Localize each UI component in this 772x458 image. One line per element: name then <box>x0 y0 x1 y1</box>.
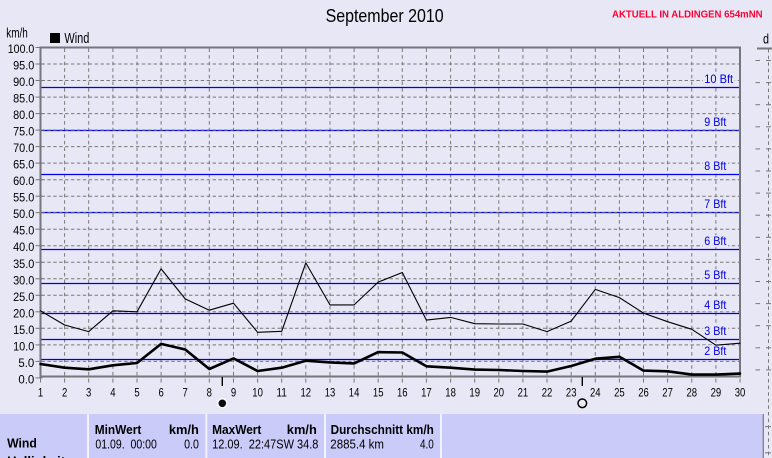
svg-text:Helligkeit: Helligkeit <box>7 453 66 458</box>
svg-text:90.0: 90.0 <box>13 75 34 89</box>
svg-text:55.0: 55.0 <box>13 191 34 205</box>
svg-text:75.0: 75.0 <box>13 125 34 139</box>
svg-text:MaxWert: MaxWert <box>212 422 262 437</box>
svg-text:6: 6 <box>158 386 164 400</box>
svg-text:12: 12 <box>301 386 312 400</box>
svg-text:6 Bft: 6 Bft <box>704 234 727 248</box>
svg-text:0.0: 0.0 <box>184 436 199 451</box>
svg-text:10 Bft: 10 Bft <box>704 72 733 86</box>
svg-text:60.0: 60.0 <box>13 174 34 188</box>
svg-text:5 Bft: 5 Bft <box>704 268 727 282</box>
svg-text:7 Bft: 7 Bft <box>704 197 727 211</box>
svg-text:95.0: 95.0 <box>13 59 34 73</box>
svg-text:16: 16 <box>397 386 408 400</box>
svg-text:Wind: Wind <box>7 436 37 451</box>
svg-text:7: 7 <box>183 386 189 400</box>
svg-text:01.09. 00:00: 01.09. 00:00 <box>95 436 157 451</box>
svg-text:15.0: 15.0 <box>13 323 34 337</box>
svg-text:21: 21 <box>518 386 529 400</box>
svg-text:27: 27 <box>662 386 673 400</box>
svg-text:19: 19 <box>469 386 480 400</box>
svg-text:11: 11 <box>276 386 287 400</box>
svg-text:km/h: km/h <box>6 26 28 41</box>
svg-text:25: 25 <box>614 386 625 400</box>
svg-text:Durchschnitt km/h: Durchschnitt km/h <box>331 422 434 437</box>
svg-text:14: 14 <box>349 386 360 400</box>
svg-text:8: 8 <box>207 386 213 400</box>
svg-text:13: 13 <box>325 386 336 400</box>
svg-text:MinWert: MinWert <box>95 422 142 437</box>
svg-text:80.0: 80.0 <box>13 108 34 122</box>
svg-text:2885.4 km: 2885.4 km <box>330 436 384 451</box>
svg-text:30.0: 30.0 <box>13 273 34 287</box>
svg-text:12.09. 22:47SW 34.8: 12.09. 22:47SW 34.8 <box>212 436 318 451</box>
svg-text:3: 3 <box>86 386 92 400</box>
svg-text:45.0: 45.0 <box>13 224 34 238</box>
svg-text:0.0: 0.0 <box>18 372 34 386</box>
svg-text:40.0: 40.0 <box>13 240 34 254</box>
svg-text:Wind: Wind <box>64 30 89 47</box>
svg-text:2 Bft: 2 Bft <box>704 344 727 358</box>
svg-text:4: 4 <box>110 386 116 400</box>
svg-text:9: 9 <box>231 386 237 400</box>
svg-text:15: 15 <box>373 386 384 400</box>
svg-text:26: 26 <box>638 386 649 400</box>
svg-text:1: 1 <box>38 386 44 400</box>
svg-text:5: 5 <box>134 386 140 400</box>
svg-text:10.0: 10.0 <box>13 339 34 353</box>
svg-text:km/h: km/h <box>169 422 199 437</box>
svg-text:25.0: 25.0 <box>13 290 34 304</box>
svg-text:85.0: 85.0 <box>13 92 34 106</box>
svg-text:2: 2 <box>62 386 68 400</box>
svg-text:29: 29 <box>711 386 722 400</box>
svg-text:d: d <box>763 32 769 47</box>
svg-text:September 2010: September 2010 <box>326 6 444 26</box>
svg-text:35.0: 35.0 <box>13 257 34 271</box>
svg-text:50.0: 50.0 <box>13 207 34 221</box>
svg-text:4 Bft: 4 Bft <box>704 298 727 312</box>
svg-text:4.0: 4.0 <box>420 436 434 451</box>
svg-text:8 Bft: 8 Bft <box>704 159 727 173</box>
svg-text:5.0: 5.0 <box>18 356 34 370</box>
svg-text:20.0: 20.0 <box>13 306 34 320</box>
svg-text:70.0: 70.0 <box>13 141 34 155</box>
svg-text:3 Bft: 3 Bft <box>704 324 727 338</box>
svg-text:23: 23 <box>566 386 577 400</box>
svg-text:AKTUELL IN ALDINGEN 654mNN: AKTUELL IN ALDINGEN 654mNN <box>612 9 763 20</box>
svg-text:20: 20 <box>494 386 505 400</box>
svg-text:10: 10 <box>252 386 263 400</box>
svg-text:18: 18 <box>445 386 456 400</box>
svg-text:9 Bft: 9 Bft <box>704 115 727 129</box>
svg-text:28: 28 <box>687 386 698 400</box>
svg-text:100.0: 100.0 <box>8 42 35 56</box>
svg-text:30: 30 <box>735 386 746 400</box>
svg-text:24: 24 <box>590 386 601 400</box>
svg-text:22: 22 <box>542 386 553 400</box>
svg-text:17: 17 <box>421 386 432 400</box>
svg-text:km/h: km/h <box>287 422 317 437</box>
svg-text:65.0: 65.0 <box>13 158 34 172</box>
